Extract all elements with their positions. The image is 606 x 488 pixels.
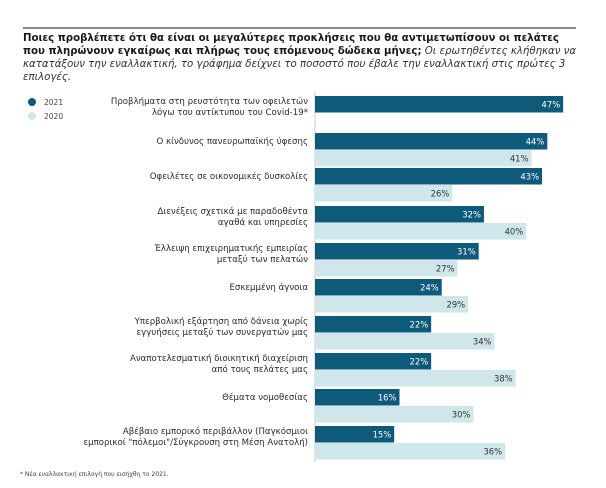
legend-label-2021: 2021	[44, 97, 64, 107]
legend-label-2020: 2020	[44, 111, 64, 121]
bar-2021	[315, 168, 543, 185]
category-label: εμπορικοί "πόλεμοι"/Σύγκρουση στη Μέση Α…	[84, 437, 308, 448]
title-note: Οι ερωτηθέντες κλήθηκαν να κατατάξουν τη…	[23, 46, 577, 83]
data-label-2021: 47%	[542, 99, 561, 109]
data-label-2021: 22%	[410, 356, 429, 366]
data-label-2021: 44%	[526, 136, 545, 146]
bar-2021	[315, 353, 432, 370]
bar-2020	[315, 260, 458, 277]
data-label-2020: 29%	[446, 299, 465, 309]
category-label: Έλλειψη επιχειρηματικής εμπειρίας	[153, 244, 308, 254]
data-label-2021: 22%	[410, 319, 429, 329]
category-label: εγγυήσεις μεταξύ των συνεργατών μας	[136, 327, 308, 338]
category-label: Αβέβαιο εμπορικό περιβάλλον (Παγκόσμιοι	[123, 426, 308, 437]
data-label-2021: 31%	[457, 246, 476, 256]
category-label: Αναποτελεσματική διοικητική διαχείριση	[130, 354, 308, 364]
data-label-2020: 36%	[483, 446, 502, 456]
category-label: Οφειλέτες σε οικονομικές δυσκολίες	[150, 171, 308, 182]
legend-item-2020: 2020	[28, 109, 63, 123]
category-label: Υπερβολική εξάρτηση από δάνεια χωρίς	[134, 316, 308, 327]
data-label-2020: 40%	[505, 226, 524, 236]
category-label: αγαθά και υπηρεσίες	[218, 218, 308, 228]
title-question: Ποιες προβλέπετε ότι θα είναι οι μεγαλύτ…	[23, 33, 559, 57]
bar-2020	[315, 406, 474, 423]
category-label: Ο κίνδυνος πανευρωπαϊκής ύφεσης	[157, 136, 309, 147]
legend-item-2021: 2021	[28, 95, 63, 109]
bar-2020	[315, 296, 469, 313]
data-label-2021: 32%	[462, 209, 481, 219]
category-label: Διενέξεις σχετικά με παραδοθέντα	[158, 206, 309, 217]
bar-2020	[315, 333, 495, 350]
bar-2021	[315, 426, 395, 443]
data-label-2020: 26%	[431, 188, 450, 198]
category-label: μεταξύ των πελατών	[217, 254, 308, 265]
legend: 2021 2020	[28, 95, 63, 123]
category-label: Εσκεμμένη άγνοια	[229, 282, 308, 293]
bar-2021	[315, 243, 479, 260]
bar-2020	[315, 443, 506, 460]
bar-2021	[315, 96, 564, 113]
data-label-2020: 38%	[494, 373, 513, 383]
data-label-2021: 15%	[373, 429, 392, 439]
chart-title: Ποιες προβλέπετε ότι θα είναι οι μεγαλύτ…	[23, 32, 583, 84]
bar-2020	[315, 185, 453, 202]
data-label-2020: 30%	[452, 409, 471, 419]
title-rule	[23, 27, 576, 29]
category-label: λόγω του αντίκτυπου του Covid-19*	[152, 107, 309, 118]
bar-2021	[315, 133, 548, 150]
bar-2021	[315, 206, 484, 223]
bar-2020	[315, 223, 527, 240]
category-label: Θέματα νομοθεσίας	[222, 392, 308, 403]
legend-swatch-2020	[28, 112, 36, 120]
data-label-2020: 34%	[473, 336, 492, 346]
category-label: από τους πελάτες μας	[212, 364, 308, 375]
bar-2020	[315, 150, 532, 167]
footnote: * Νέα εναλλακτική επιλογή που εισήχθη το…	[20, 471, 169, 478]
data-label-2021: 16%	[378, 392, 397, 402]
bar-2021	[315, 389, 400, 406]
legend-swatch-2021	[28, 98, 36, 106]
data-label-2021: 24%	[420, 282, 439, 292]
data-label-2020: 41%	[510, 153, 529, 163]
bar-2021	[315, 316, 432, 333]
category-label: Προβλήματα στη ρευστότητα των οφειλετών	[111, 96, 308, 107]
bar-2021	[315, 279, 442, 296]
data-label-2020: 27%	[436, 263, 455, 273]
bar-2020	[315, 370, 516, 387]
data-label-2021: 43%	[520, 171, 539, 181]
